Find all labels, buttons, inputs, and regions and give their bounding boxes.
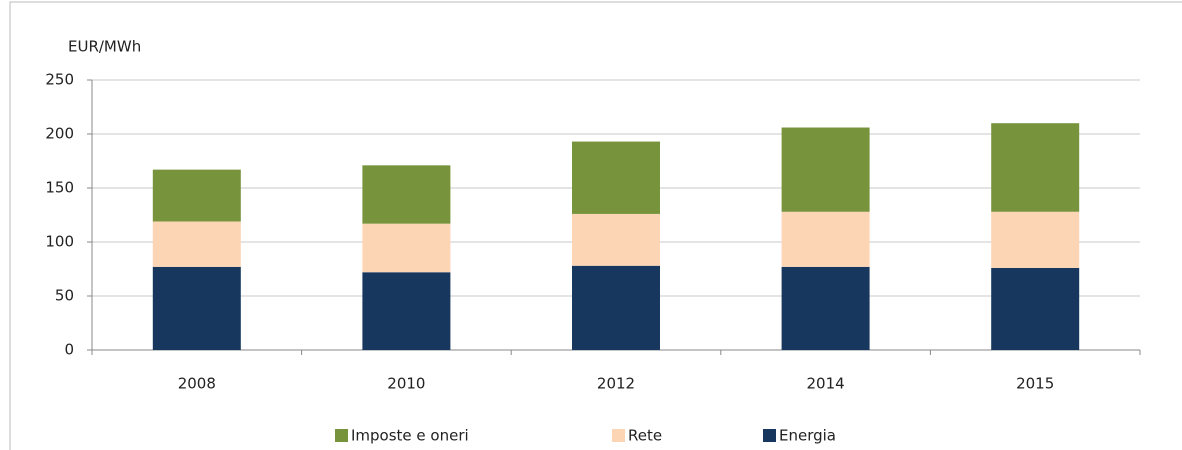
legend-swatch xyxy=(335,429,348,442)
y-tick-label: 0 xyxy=(64,341,74,359)
bar-segment xyxy=(572,265,660,350)
legend-label: Energia xyxy=(779,427,836,445)
bar-segment xyxy=(152,221,241,267)
bar-segment xyxy=(362,165,451,224)
x-tick-label: 2014 xyxy=(807,375,845,393)
bar-segment xyxy=(781,266,870,350)
y-tick-label: 100 xyxy=(45,233,74,251)
bar-segment xyxy=(152,169,241,222)
x-tick-label: 2010 xyxy=(387,375,425,393)
x-tick-label: 2008 xyxy=(178,375,216,393)
bar-segment xyxy=(781,211,870,267)
y-tick-label: 150 xyxy=(45,179,74,197)
bar-segment xyxy=(991,123,1080,212)
legend-swatch xyxy=(612,429,625,442)
legend-label: Imposte e oneri xyxy=(351,427,469,445)
bar-segment xyxy=(362,272,451,350)
y-tick-label: 250 xyxy=(45,71,74,89)
x-tick-label: 2012 xyxy=(597,375,635,393)
chart-frame xyxy=(9,1,1182,450)
bar-segment xyxy=(991,267,1080,350)
y-tick-label: 50 xyxy=(55,287,74,305)
bar-segment xyxy=(362,223,451,273)
legend-swatch xyxy=(763,429,776,442)
legend-label: Rete xyxy=(628,427,662,445)
bar-segment xyxy=(572,213,660,266)
bar-segment xyxy=(572,141,660,214)
y-tick-label: 200 xyxy=(45,125,74,143)
bar-segment xyxy=(152,266,241,350)
bar-segment xyxy=(781,127,870,212)
y-axis-label: EUR/MWh xyxy=(68,38,141,56)
bar-segment xyxy=(991,211,1080,268)
x-tick-label: 2015 xyxy=(1016,375,1054,393)
